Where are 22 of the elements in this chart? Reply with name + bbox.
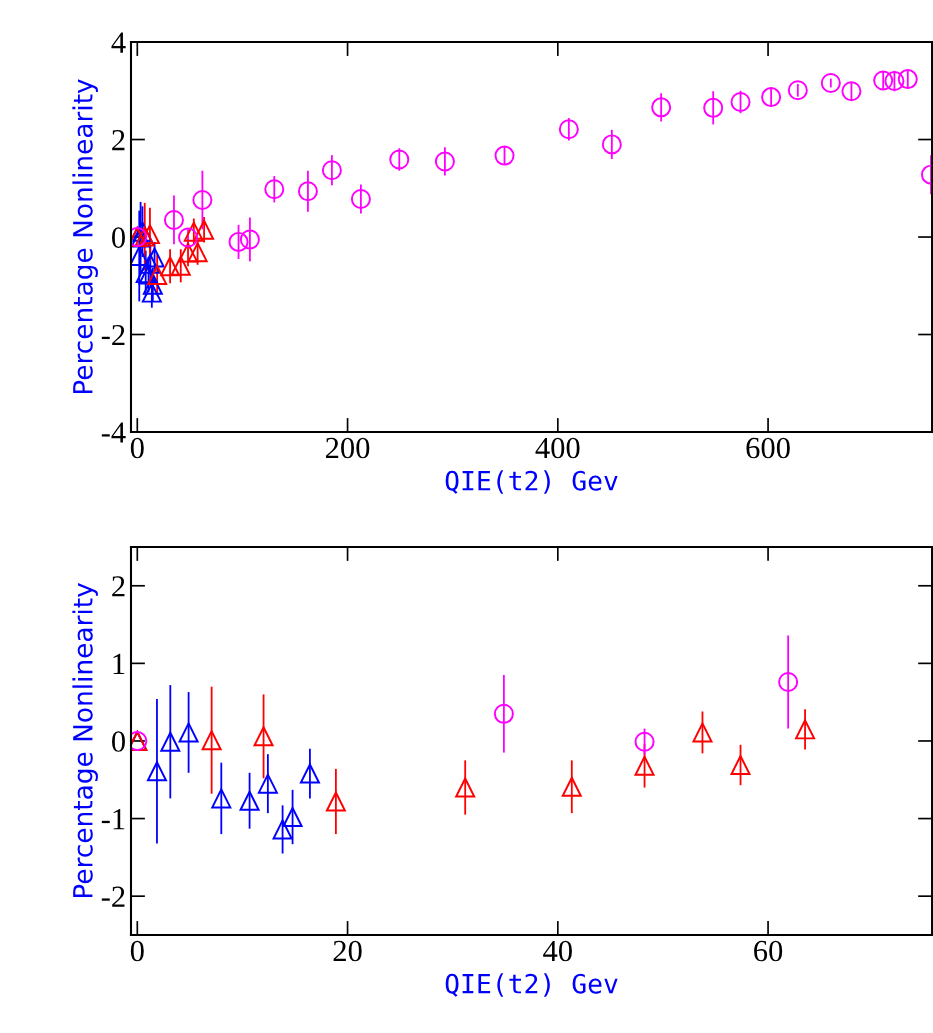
y-tick-label: -1 xyxy=(101,809,125,830)
y-tick-label: 2 xyxy=(112,576,125,597)
x-tick-label: 20 xyxy=(333,940,362,962)
y-tick-label: 0 xyxy=(112,227,125,248)
y-tick-label: 0 xyxy=(112,731,125,752)
x-tick-label: 40 xyxy=(543,940,572,962)
y-tick-label: -2 xyxy=(101,324,125,346)
y-tick-label: 1 xyxy=(113,653,125,674)
x-tick-label: 0 xyxy=(130,437,144,459)
x-axis-title: QIE(t2) Gev xyxy=(445,470,618,494)
x-axis-title: QIE(t2) Gev xyxy=(445,973,618,997)
x-tick-label: 600 xyxy=(746,437,790,459)
x-tick-label: 60 xyxy=(754,940,783,962)
y-tick-label: -2 xyxy=(101,886,125,907)
y-axis-title: Percentage Nonlinearity xyxy=(72,79,98,394)
y-tick-label: -4 xyxy=(101,422,126,443)
y-tick-label: 2 xyxy=(112,129,125,151)
x-tick-label: 0 xyxy=(130,940,144,962)
x-tick-label: 200 xyxy=(325,437,370,459)
y-axis-title: Percentage Nonlinearity xyxy=(72,583,98,898)
x-tick-label: 400 xyxy=(535,437,580,459)
y-tick-label: 4 xyxy=(111,32,126,53)
